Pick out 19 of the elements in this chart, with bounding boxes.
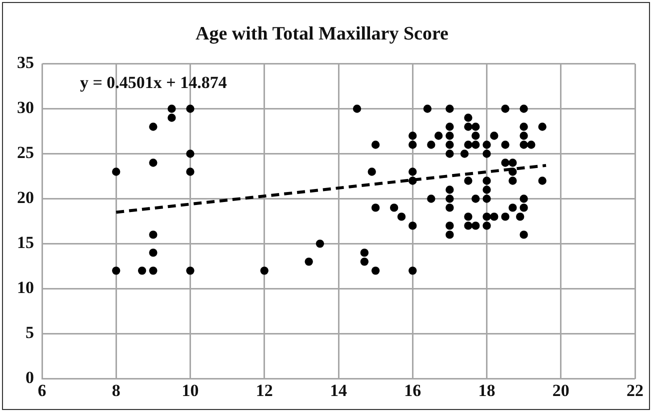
x-tick-label: 12 <box>256 381 273 400</box>
x-tick-label: 22 <box>626 381 644 400</box>
x-tick-label: 14 <box>330 381 348 400</box>
y-tick-label: 20 <box>17 188 34 208</box>
y-tick-label: 10 <box>17 278 34 298</box>
y-tick-label: 15 <box>17 233 34 252</box>
y-tick-label: 30 <box>17 98 34 118</box>
x-tick-label: 10 <box>182 381 199 400</box>
y-tick-label: 25 <box>17 143 34 162</box>
chart-title: Age with Total Maxillary Score <box>196 23 448 44</box>
x-tick-label: 16 <box>404 381 422 400</box>
x-tick-label: 20 <box>552 381 570 400</box>
y-tick-label: 0 <box>26 368 34 387</box>
x-tick-label: 6 <box>38 381 46 400</box>
annotation: y = 0.4501x + 14.874 <box>80 73 228 92</box>
y-tick-label: 35 <box>17 53 34 72</box>
y-tick-label: 5 <box>26 323 34 342</box>
x-tick-label: 8 <box>112 381 120 400</box>
x-tick-label: 18 <box>478 381 496 400</box>
